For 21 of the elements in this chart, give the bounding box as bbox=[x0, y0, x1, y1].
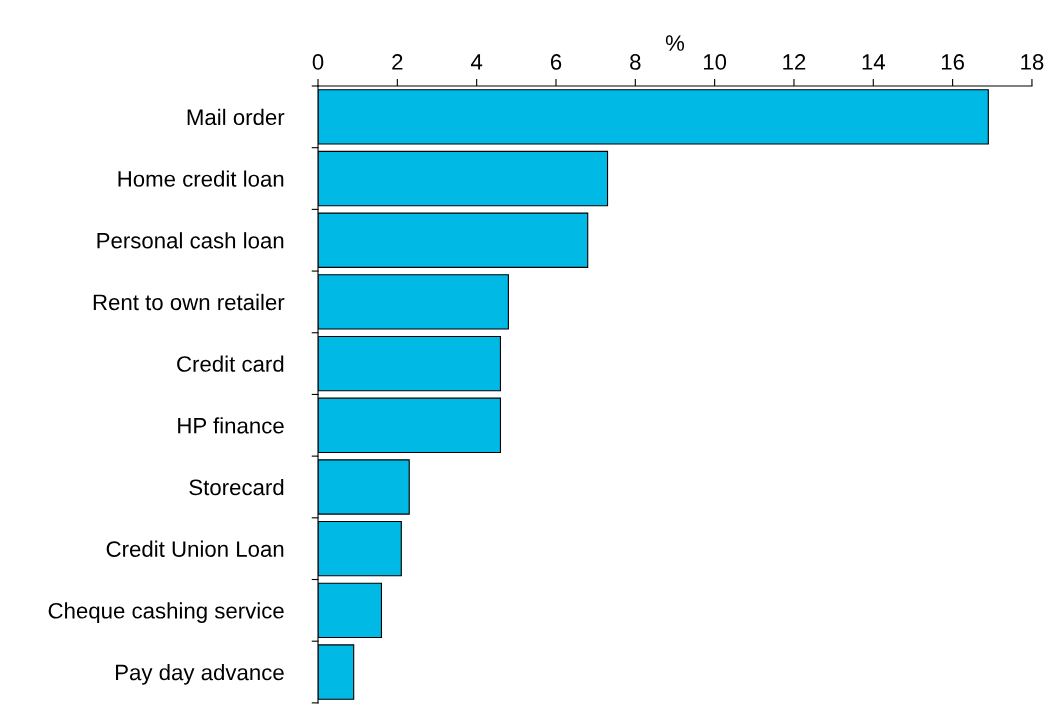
x-tick-label: 4 bbox=[470, 54, 483, 70]
x-tick-label: 16 bbox=[941, 54, 964, 70]
y-tick-label: Credit Union Loan bbox=[106, 540, 284, 557]
y-tick-label: Home credit loan bbox=[118, 170, 284, 187]
y-tick-label: Mail order bbox=[187, 108, 285, 126]
x-tick-label: 8 bbox=[630, 54, 641, 70]
y-tick-label: Personal cash loan bbox=[97, 232, 284, 249]
y-tick-label: Credit card bbox=[177, 355, 284, 372]
y-tick-label: Cheque cashing service bbox=[48, 602, 284, 624]
x-tick-label: 0 bbox=[312, 54, 324, 70]
x-tick-label: 2 bbox=[392, 54, 403, 70]
y-tick-label: Storecard bbox=[189, 478, 284, 496]
x-tick-label: 10 bbox=[703, 54, 727, 70]
x-axis-title: % bbox=[665, 35, 685, 51]
x-tick-label: 18 bbox=[1021, 54, 1044, 70]
y-tick-label: HP finance bbox=[178, 417, 284, 434]
x-tick-label: 12 bbox=[783, 54, 806, 70]
x-tick-label: 6 bbox=[550, 54, 562, 70]
y-tick-label: Pay day advance bbox=[116, 663, 284, 685]
y-tick-label: Rent to own retailer bbox=[93, 293, 285, 311]
x-tick-label: 14 bbox=[862, 54, 885, 70]
